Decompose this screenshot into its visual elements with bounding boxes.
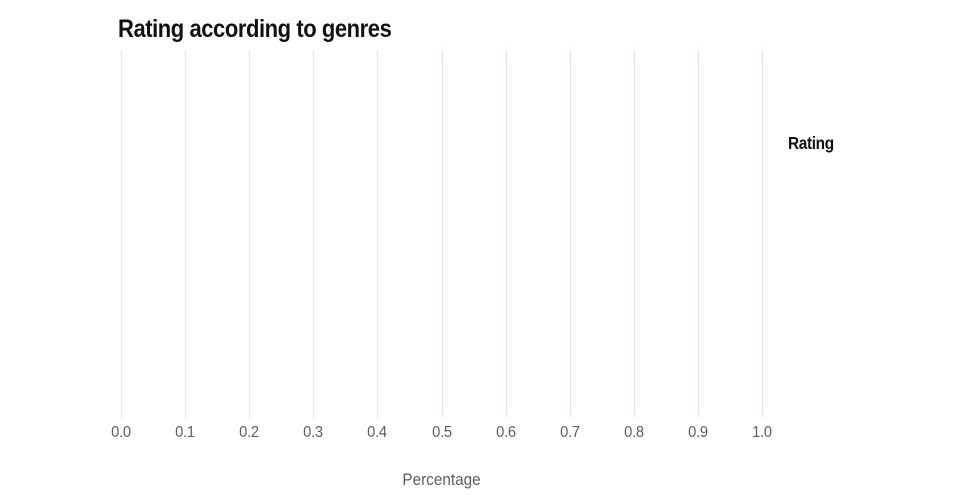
x-tick-label: 0.4 — [367, 424, 388, 441]
x-tick-label: 1.0 — [752, 424, 772, 441]
gridline — [762, 50, 763, 418]
x-tick-label: 0.6 — [495, 424, 516, 441]
legend-title: Rating — [788, 133, 834, 153]
x-tick-label: 0.1 — [175, 424, 195, 441]
gridline — [697, 50, 699, 418]
gridline — [185, 50, 187, 418]
x-axis-label: Percentage — [402, 470, 481, 489]
x-tick-label: 0.3 — [303, 424, 324, 441]
x-tick-label: 0.7 — [559, 424, 580, 441]
x-tick-label: 0.0 — [111, 424, 131, 441]
gridline — [121, 50, 122, 418]
x-axis-ticks: 0.0 0.1 0.2 0.3 0.4 0.5 0.6 0.7 0.8 0.9 1.0 — [111, 424, 772, 444]
gridline — [505, 50, 507, 418]
gridline — [633, 50, 635, 418]
gridline — [441, 50, 443, 418]
legend: Rating — [788, 133, 840, 154]
gridline — [249, 50, 251, 418]
chart-title: Rating according to genres — [118, 15, 392, 43]
x-tick-label: 0.8 — [623, 424, 644, 441]
gridline — [377, 50, 379, 418]
gridline — [313, 50, 315, 418]
plot-area — [121, 50, 763, 418]
x-tick-label: 0.9 — [688, 424, 708, 441]
gridline — [569, 50, 571, 418]
x-tick-label: 0.5 — [431, 424, 452, 441]
x-tick-label: 0.2 — [239, 424, 260, 441]
gridlines — [121, 50, 763, 418]
